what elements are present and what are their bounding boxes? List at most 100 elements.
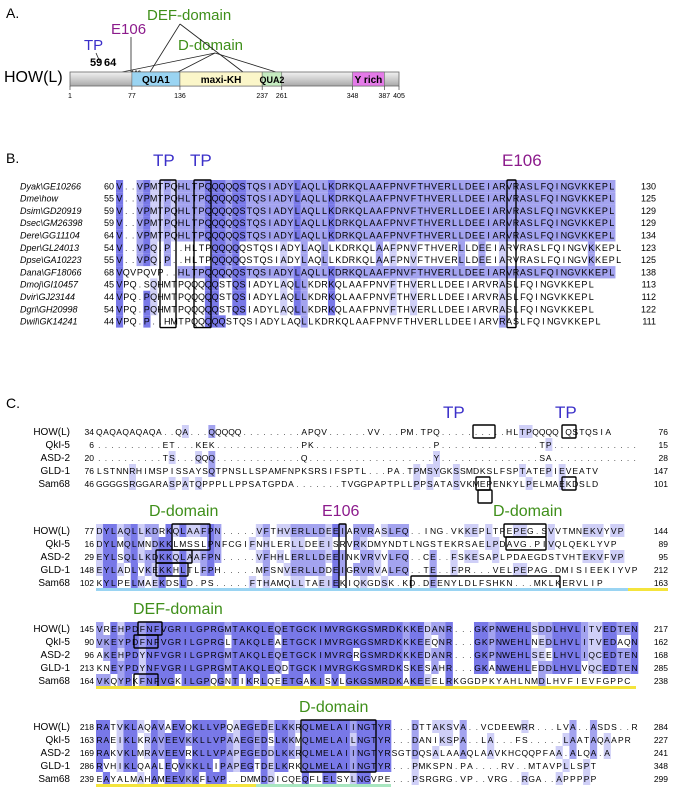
panel-c-block-2-cell [495, 661, 503, 674]
panel-c-block-2-residue: G [360, 624, 367, 634]
panel-c-block-2-residue: V [97, 676, 103, 686]
panel-c-block-1-cell [165, 563, 173, 576]
panel-c-block-1-residue: Q [555, 539, 562, 549]
panel-c-block-0-residue: T [533, 466, 538, 476]
panel-c-block-0-gap: . [356, 427, 358, 437]
panel-b-residue: A [376, 267, 382, 277]
panel-c-block-1-cell [464, 524, 472, 537]
panel-c-block-1-cell [96, 524, 104, 537]
panel-b-residue: N [561, 181, 568, 191]
panel-b-cell [533, 204, 541, 217]
panel-c-block-2-cell [395, 622, 403, 635]
panel-c-block-1-residue: E [472, 526, 478, 536]
panel-c-block-1-residue: L [139, 552, 144, 562]
panel-c-block-3-residue: D [240, 774, 246, 784]
panel-b-residue: R [499, 267, 506, 277]
panel-b-cell [519, 229, 527, 242]
panel-b-residue: Q [150, 243, 157, 253]
panel-b-cell [280, 303, 288, 316]
panel-c-block-1-residue: L [299, 578, 304, 588]
panel-c-block-2-residue: T [232, 650, 237, 660]
panel-b-cell [546, 216, 554, 230]
panel-c-block-2-cell [224, 661, 232, 674]
panel-b-residue: F [383, 267, 389, 277]
panel-c-block-1-residue: T [423, 565, 428, 575]
panel-c-block-1-cell [610, 524, 618, 537]
panel-c-block-2-residue: A [239, 637, 245, 647]
panel-b-cell [232, 278, 240, 291]
panel-c-block-1-cell [255, 550, 264, 563]
panel-b-residue: L [534, 231, 539, 241]
panel-c-block-1-cell [151, 550, 159, 563]
panel-b-residue: A [376, 206, 382, 216]
panel-c-block-0-gap: . [296, 440, 298, 450]
panel-c-block-3-cell [212, 733, 220, 746]
panel-c-block-0-residue: N [228, 466, 234, 476]
panel-c-block-2-residue: R [211, 637, 217, 647]
panel-b-residue: T [192, 206, 198, 216]
panel-c-block-2-residue: P [489, 637, 495, 647]
panel-b-residue: T [418, 218, 424, 228]
panel-b-residue: D [280, 231, 287, 241]
panel-c-block-1-gap: . [244, 552, 246, 562]
panel-c-block-2-cell [317, 648, 325, 661]
panel-b-cell [239, 216, 247, 230]
tick-layer: 1 77 136 237 261 348 387 405 [68, 86, 405, 100]
panel-b-residue: K [581, 194, 587, 204]
panel-c-block-3-cell [322, 772, 330, 785]
panel-c-block-3-residue: G [501, 774, 508, 784]
panel-b-gap: . [132, 255, 135, 265]
panel-c-block-1-cell [311, 550, 319, 563]
panel-b-residue: L [185, 181, 190, 191]
panel-b-residue: Q [307, 206, 314, 216]
panel-c-block-1-residue: E [291, 552, 297, 562]
panel-b-cell [416, 204, 425, 217]
panel-b-cell [396, 204, 404, 217]
panel-c-block-1-residue: L [132, 552, 137, 562]
panel-c-block-0-residue: S [123, 479, 129, 489]
panel-b-residue: L [322, 243, 327, 253]
panel-b-residue: A [253, 280, 259, 290]
panel-b-cell [444, 266, 452, 279]
panel-c-block-3-residue: V [549, 761, 555, 771]
panel-c-block-2-cell [295, 622, 304, 635]
panel-c-block-2-residue: C [596, 650, 602, 660]
panel-b-cell [416, 266, 425, 279]
panel-b-cell [150, 253, 158, 267]
panel-b-residue: R [479, 292, 486, 302]
panel-c-block-1-residue: N [576, 526, 582, 536]
panel-b-residue: L [343, 292, 348, 302]
panel-b-residue: D [465, 206, 472, 216]
panel-c-block-0-residue: H [506, 427, 512, 437]
panel-c-block-1-residue: Q [284, 578, 291, 588]
panel-b-residue: Q [232, 292, 239, 302]
panel-c-block-1-row-4: Sam68 102 K Y L P E L M A E K D S L D. P S..... F T H A M Q L L T A… [38, 576, 668, 589]
panel-c-block-1-residue: F [250, 539, 255, 549]
panel-c-block-0-cell [545, 438, 553, 451]
panel-b-cell [498, 315, 507, 328]
panel-c-block-3-residue: P [412, 761, 418, 771]
panel-c-block-3-cell [562, 759, 570, 772]
panel-b-residue: I [269, 206, 272, 216]
panel-b-residue: K [561, 280, 567, 290]
panel-c-tp1-label: TP [443, 403, 465, 422]
panel-c-block-3-residue: L [310, 748, 315, 758]
panel-c-block-2-cell [288, 661, 296, 674]
panel-b-cell [574, 192, 582, 205]
panel-b-row-3: Dsec\GM26398 59 V.. V P M T P Q H L T P Q Q Q Q Q S T Q S I A D Y… [20, 216, 656, 230]
panel-c-block-3-cell [342, 746, 351, 759]
panel-b-residue: V [137, 218, 143, 228]
panel-b-residue: R [444, 181, 451, 191]
panel-c-block-2-residue: K [396, 676, 402, 686]
panel-c-block-0-gap: . [508, 453, 510, 463]
panel-c-block-3-residue: G [247, 735, 254, 745]
panel-c-block-3-cell [192, 720, 200, 733]
panel-b-row-name: Dper\GL24013 [20, 243, 79, 253]
panel-c-block-0-gap: . [336, 453, 338, 463]
panel-b-residue: A [383, 243, 389, 253]
panel-b-residue: A [492, 206, 498, 216]
panel-b-cell [321, 253, 329, 267]
panel-c-block-2-residue: Q [253, 650, 260, 660]
panel-c-block-0-gap: . [290, 427, 292, 437]
panel-b-residue: Q [212, 317, 219, 327]
